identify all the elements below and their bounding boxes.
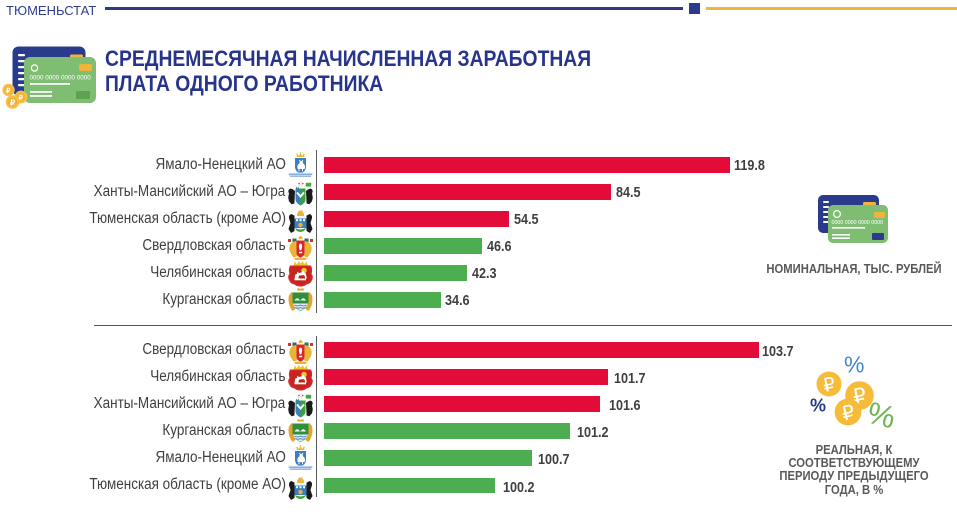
- svg-text:₽: ₽: [821, 374, 837, 397]
- svg-text:0000 0000 0000 0000: 0000 0000 0000 0000: [832, 220, 884, 226]
- svg-text:₽: ₽: [19, 94, 24, 102]
- svg-text:%: %: [810, 396, 826, 416]
- svg-text:₽: ₽: [6, 87, 11, 95]
- svg-text:₽: ₽: [10, 99, 15, 108]
- svg-text:%: %: [844, 352, 864, 378]
- svg-text:₽: ₽: [840, 401, 858, 425]
- svg-text:0000 0000 0000 0000: 0000 0000 0000 0000: [30, 75, 92, 82]
